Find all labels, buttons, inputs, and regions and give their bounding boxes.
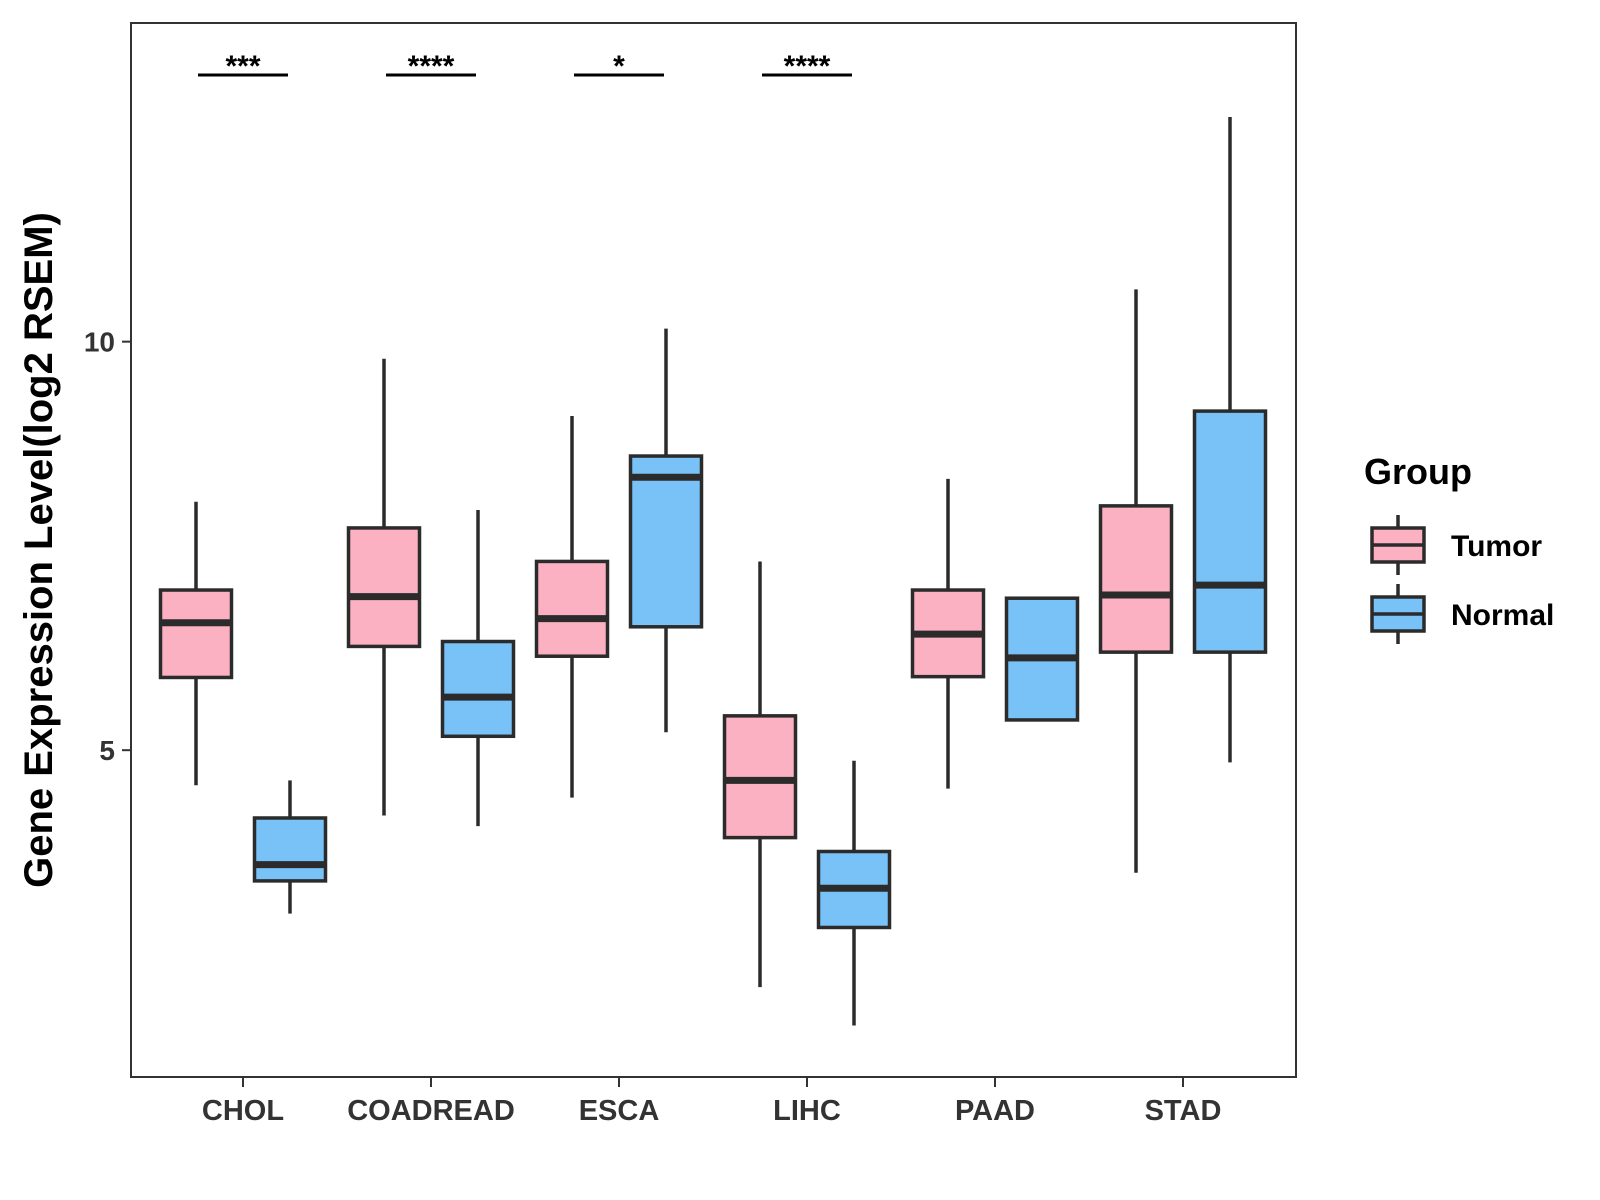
significance-chol: *** xyxy=(198,50,288,83)
box-tumor-stad xyxy=(1098,289,1174,873)
box-tumor-paad xyxy=(910,478,986,789)
box-normal-stad xyxy=(1192,116,1268,763)
significance-label: * xyxy=(613,50,625,83)
y-axis-title: Gene Expression Level(log2 RSEM) xyxy=(17,212,61,888)
x-tick-label: LIHC xyxy=(773,1095,841,1127)
significance-lihc: **** xyxy=(762,50,852,83)
box-tumor-esca xyxy=(534,416,610,798)
iqr-box xyxy=(440,639,516,739)
significance-esca: * xyxy=(574,50,664,83)
legend-key-normal xyxy=(1370,584,1426,644)
box-normal-esca xyxy=(628,328,704,733)
x-tick-label: COADREAD xyxy=(347,1095,515,1127)
x-tick-label: PAAD xyxy=(955,1095,1035,1127)
legend-title: Group xyxy=(1364,451,1472,492)
box-normal-lihc xyxy=(816,760,892,1026)
box-normal-chol xyxy=(252,780,328,914)
box-tumor-lihc xyxy=(722,561,798,988)
significance-coadread: **** xyxy=(386,50,476,83)
box-normal-coadread xyxy=(440,509,516,827)
x-tick-label: ESCA xyxy=(579,1095,660,1127)
iqr-box xyxy=(1098,504,1174,654)
significance-label: *** xyxy=(225,50,260,83)
iqr-box xyxy=(252,816,328,883)
legend: Group Tumor Normal xyxy=(1364,451,1554,644)
box-normal-paad xyxy=(1004,596,1080,722)
box-tumor-coadread xyxy=(346,358,422,816)
legend-label-tumor: Tumor xyxy=(1451,530,1542,563)
y-tick-label: 5 xyxy=(99,735,115,766)
iqr-box xyxy=(346,526,422,649)
plot-area: *** **** * **** xyxy=(158,50,1268,1026)
iqr-box xyxy=(722,714,798,840)
significance-label: **** xyxy=(408,50,455,83)
iqr-box xyxy=(158,588,234,680)
legend-key-tumor xyxy=(1370,515,1426,575)
y-tick-label: 10 xyxy=(84,327,115,358)
box-tumor-chol xyxy=(158,501,234,786)
plot-panel-border xyxy=(130,22,1297,1078)
iqr-box xyxy=(534,559,610,658)
iqr-box xyxy=(1192,409,1268,654)
legend-label-normal: Normal xyxy=(1451,599,1554,632)
x-tick-label: STAD xyxy=(1145,1095,1222,1127)
iqr-box xyxy=(628,454,704,629)
significance-label: **** xyxy=(784,50,831,83)
x-tick-label: CHOL xyxy=(202,1095,284,1127)
axes: 5 10 CHOL COADREAD ESCA LIHC PAAD STAD xyxy=(84,327,1222,1127)
